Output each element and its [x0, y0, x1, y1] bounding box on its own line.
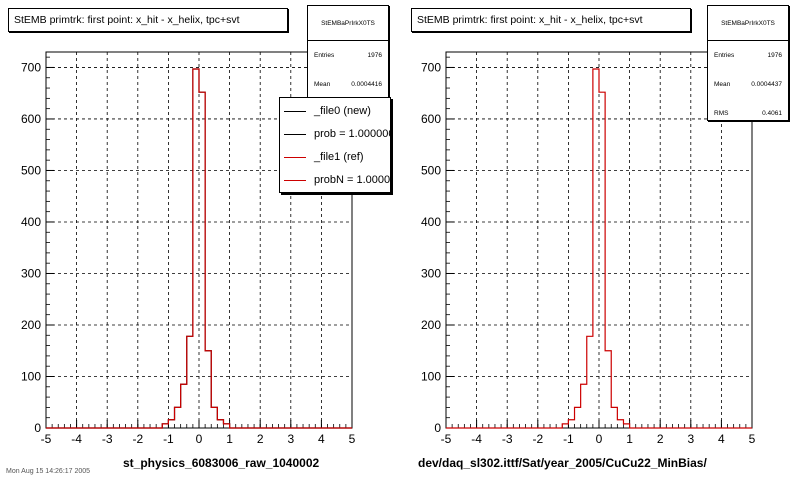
left-x-tick-label: 4 — [318, 432, 325, 446]
right-x-tick-label: 3 — [687, 432, 694, 446]
right-stats-rms-row: RMS 0.4061 — [708, 99, 788, 128]
legend-entry-prob: prob = 1.000000 — [284, 126, 391, 142]
legend-entry-file1: _file1 (ref) — [284, 149, 364, 165]
left-stats-box: StEMBaPrIrkX0TS Entries 1976 Mean 0.0004… — [307, 5, 389, 102]
left-x-tick-label: 5 — [349, 432, 356, 446]
legend-line-prob — [284, 133, 306, 135]
left-legend: _file0 (new) prob = 1.000000 _file1 (ref… — [279, 97, 391, 193]
left-x-tick-label: -5 — [41, 432, 52, 446]
legend-label-probn: probN = 1.000000 — [314, 174, 391, 186]
right-stats-box: StEMBaPrIrkX0TS Entries 1976 Mean 0.0004… — [707, 5, 789, 121]
left-stats-mean-value: 0.0004416 — [351, 81, 382, 88]
left-stats-mean-row: Mean 0.0004416 — [308, 70, 388, 99]
right-stats-entries-row: Entries 1976 — [708, 41, 788, 70]
right-y-tick-label: 400 — [421, 215, 441, 229]
right-y-tick-label: 0 — [434, 421, 441, 435]
right-x-tick-label: 2 — [657, 432, 664, 446]
right-stats-mean-value: 0.0004437 — [751, 81, 782, 88]
left-x-tick-label: 3 — [287, 432, 294, 446]
legend-entry-file0: _file0 (new) — [284, 103, 371, 119]
right-stats-rms-value: 0.4061 — [762, 110, 782, 117]
footer-timestamp: Mon Aug 15 14:26:17 2005 — [6, 468, 91, 475]
right-stats-rms-label: RMS — [714, 110, 729, 117]
legend-line-probn — [284, 179, 306, 181]
left-stats-entries-label: Entries — [314, 52, 335, 59]
left-y-tick-label: 700 — [21, 60, 41, 74]
right-histogram-title: StEMB primtrk: first point: x_hit - x_he… — [411, 8, 691, 32]
right-x-tick-label: 5 — [749, 432, 756, 446]
right-y-tick-label: 200 — [421, 318, 441, 332]
right-x-tick-label: -3 — [502, 432, 513, 446]
left-x-tick-label: -2 — [132, 432, 143, 446]
left-stats-name: StEMBaPrIrkX0TS — [308, 6, 388, 41]
left-stats-mean-label: Mean — [314, 81, 331, 88]
right-y-tick-label: 100 — [421, 369, 441, 383]
left-x-axis-label: st_physics_6083006_raw_1040002 — [123, 456, 320, 470]
left-y-tick-label: 0 — [34, 421, 41, 435]
left-x-tick-label: 1 — [226, 432, 233, 446]
right-y-tick-label: 500 — [421, 163, 441, 177]
right-stats-mean-label: Mean — [714, 81, 731, 88]
right-y-tick-label: 300 — [421, 266, 441, 280]
legend-label-file1: _file1 (ref) — [314, 151, 364, 163]
right-x-tick-label: -5 — [441, 432, 452, 446]
left-y-tick-label: 600 — [21, 112, 41, 126]
left-stats-entries-row: Entries 1976 — [308, 41, 388, 70]
left-histogram-title: StEMB primtrk: first point: x_hit - x_he… — [8, 8, 288, 32]
left-y-tick-label: 300 — [21, 266, 41, 280]
left-y-tick-label: 100 — [21, 369, 41, 383]
right-stats-mean-row: Mean 0.0004437 — [708, 70, 788, 99]
left-x-tick-label: -1 — [163, 432, 174, 446]
left-x-tick-label: -3 — [102, 432, 113, 446]
right-stats-name: StEMBaPrIrkX0TS — [708, 6, 788, 41]
right-stats-entries-label: Entries — [714, 52, 735, 59]
left-stats-entries-value: 1976 — [367, 52, 382, 59]
right-x-tick-label: 4 — [718, 432, 725, 446]
left-y-tick-label: 400 — [21, 215, 41, 229]
left-histogram-series-1 — [46, 68, 352, 429]
right-x-tick-label: 0 — [596, 432, 603, 446]
left-x-tick-label: 0 — [196, 432, 203, 446]
right-x-tick-label: -1 — [563, 432, 574, 446]
legend-label-file0: _file0 (new) — [314, 105, 371, 117]
right-stats-entries-value: 1976 — [767, 52, 782, 59]
legend-line-file0 — [284, 110, 306, 112]
legend-line-file1 — [284, 156, 306, 158]
legend-entry-probn: probN = 1.000000 — [284, 172, 391, 188]
left-y-tick-label: 500 — [21, 163, 41, 177]
left-x-tick-label: -4 — [71, 432, 82, 446]
right-x-axis-label: dev/daq_sl302.ittf/Sat/year_2005/CuCu22_… — [418, 456, 707, 470]
right-x-tick-label: -2 — [532, 432, 543, 446]
left-x-tick-label: 2 — [257, 432, 264, 446]
right-x-tick-label: 1 — [626, 432, 633, 446]
left-y-tick-label: 200 — [21, 318, 41, 332]
right-x-tick-label: -4 — [471, 432, 482, 446]
right-y-tick-label: 600 — [421, 112, 441, 126]
right-histogram-series-0 — [446, 68, 752, 429]
right-y-tick-label: 700 — [421, 60, 441, 74]
legend-label-prob: prob = 1.000000 — [314, 128, 391, 140]
